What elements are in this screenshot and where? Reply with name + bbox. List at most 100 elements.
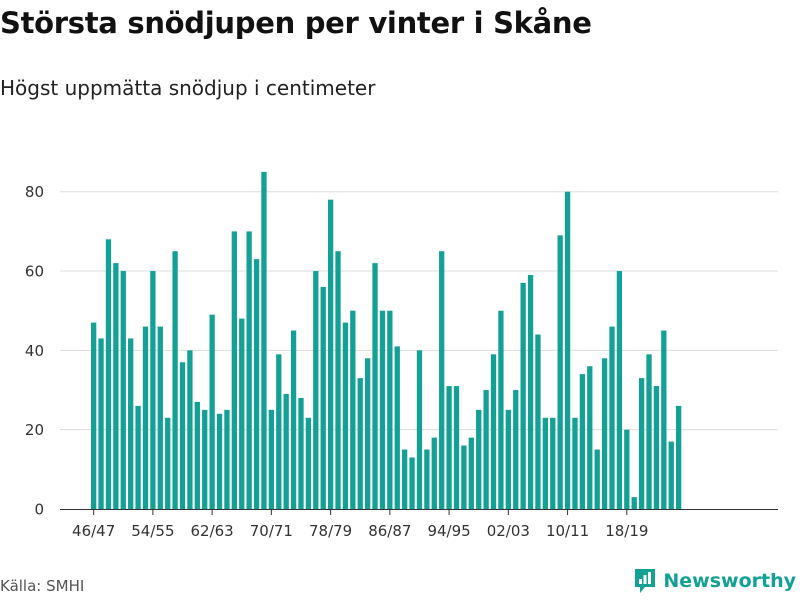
bar <box>439 251 445 509</box>
bar <box>379 310 386 509</box>
bar <box>142 326 149 509</box>
bar <box>394 346 400 509</box>
bar <box>372 263 378 509</box>
bar <box>416 350 423 509</box>
x-tick-label: 62/63 <box>191 522 234 540</box>
bar <box>505 409 511 509</box>
bar <box>187 350 193 509</box>
bar <box>646 354 652 509</box>
bar <box>431 437 437 509</box>
bar <box>387 310 393 509</box>
bar <box>357 378 363 509</box>
bar <box>675 405 682 509</box>
bar <box>313 271 319 509</box>
bar <box>572 417 578 509</box>
bar <box>609 326 615 509</box>
bar <box>327 199 334 509</box>
bar <box>661 330 667 509</box>
bar <box>594 449 600 509</box>
newsworthy-logo-icon <box>635 569 656 593</box>
bar <box>350 310 356 509</box>
bar <box>246 231 252 510</box>
bar <box>616 271 623 509</box>
y-tick-label: 80 <box>25 183 44 201</box>
bar <box>446 386 452 509</box>
bar <box>216 413 223 509</box>
brand-name: Newsworthy <box>663 570 796 592</box>
bar <box>283 393 289 509</box>
bar <box>653 386 660 509</box>
bar <box>402 449 408 509</box>
chart-subtitle: Högst uppmätta snödjup i centimeter <box>0 76 376 100</box>
bar <box>631 497 637 509</box>
x-tick-label: 86/87 <box>368 522 411 540</box>
y-tick-label: 40 <box>25 342 44 360</box>
bar <box>202 409 208 509</box>
bar <box>91 322 97 509</box>
bar <box>409 457 415 509</box>
bar <box>564 191 571 509</box>
bar <box>261 171 267 510</box>
source-note: Källa: SMHI <box>0 577 85 595</box>
bar <box>179 362 186 509</box>
x-tick-label: 46/47 <box>72 522 115 540</box>
bar <box>298 397 304 509</box>
x-tick-label: 10/11 <box>546 522 589 540</box>
bar <box>150 271 156 509</box>
bar <box>290 330 297 509</box>
bar <box>172 251 178 509</box>
bar <box>335 251 341 509</box>
bar <box>342 322 349 509</box>
bar <box>224 409 230 509</box>
bar <box>209 314 215 509</box>
chart-title: Största snödjupen per vinter i Skåne <box>0 6 592 40</box>
bar <box>268 409 275 509</box>
bar <box>624 429 630 509</box>
bar <box>476 409 482 509</box>
bar <box>461 445 467 509</box>
bar <box>364 358 371 509</box>
x-tick-label: 70/71 <box>250 522 293 540</box>
bar <box>527 275 534 509</box>
bar <box>165 417 171 509</box>
bar <box>535 334 541 509</box>
bar <box>276 354 282 509</box>
bar <box>105 239 112 509</box>
bar <box>135 405 141 509</box>
bar <box>113 263 119 509</box>
bar <box>468 437 474 509</box>
x-tick-label: 02/03 <box>487 522 530 540</box>
x-tick-label: 78/79 <box>309 522 352 540</box>
bar <box>601 358 608 509</box>
bar <box>520 282 526 509</box>
bar <box>424 449 430 509</box>
bar <box>305 417 312 509</box>
x-tick-label: 54/55 <box>131 522 174 540</box>
bar <box>453 386 460 509</box>
bar <box>668 441 674 509</box>
bar <box>490 354 497 509</box>
bar <box>550 417 556 509</box>
bar <box>557 235 563 509</box>
bar <box>253 259 260 509</box>
bar <box>483 390 489 509</box>
bar <box>587 366 593 509</box>
bar <box>542 417 549 509</box>
y-tick-label: 20 <box>25 421 44 439</box>
bar <box>120 271 126 509</box>
brand: Newsworthy <box>633 568 796 594</box>
y-tick-label: 60 <box>25 263 44 281</box>
bar <box>320 286 326 509</box>
y-tick-label: 0 <box>34 501 44 519</box>
x-tick-label: 94/95 <box>427 522 470 540</box>
bar <box>579 374 586 509</box>
bar <box>157 326 163 509</box>
bar <box>98 338 104 509</box>
bar <box>128 338 134 509</box>
bar <box>498 310 504 509</box>
bar <box>194 401 200 509</box>
bar <box>239 318 245 509</box>
bar <box>638 378 645 509</box>
bar <box>513 390 519 509</box>
